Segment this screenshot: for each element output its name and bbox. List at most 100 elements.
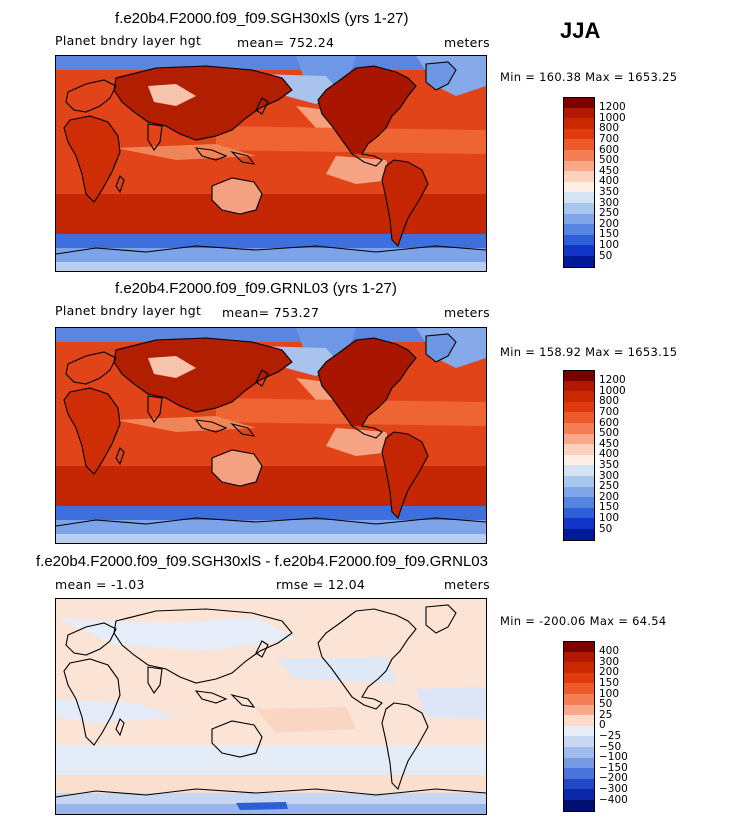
colorbar-swatch — [563, 423, 595, 434]
panel-3-map-svg — [56, 599, 486, 814]
colorbar-swatch — [563, 150, 595, 161]
colorbar-swatch — [563, 181, 595, 193]
panel-3-title: f.e20b4.F2000.f09_f09.SGH30xlS - f.e20b4… — [36, 553, 488, 570]
colorbar-swatch — [563, 497, 595, 508]
colorbar-label: 150 — [599, 676, 620, 689]
colorbar-swatch — [563, 245, 595, 256]
panel-1-title: f.e20b4.F2000.f09_f09.SGH30xlS (yrs 1-27… — [115, 10, 409, 27]
colorbar-swatch — [563, 160, 595, 172]
colorbar-swatch — [563, 213, 595, 225]
colorbar-swatch — [563, 391, 595, 402]
colorbar-label: 100 — [599, 511, 620, 524]
colorbar-label: 400 — [599, 448, 620, 461]
colorbar-swatch — [563, 486, 595, 498]
colorbar-label: 100 — [599, 687, 620, 700]
colorbar-swatch — [563, 454, 595, 466]
colorbar-swatch — [563, 380, 595, 392]
colorbar-swatch — [563, 518, 595, 529]
colorbar-swatch — [563, 476, 595, 487]
colorbar-swatch — [563, 256, 595, 268]
colorbar-swatch — [563, 683, 595, 694]
colorbar-swatch — [563, 401, 595, 413]
panel-3-map — [55, 598, 487, 815]
colorbar-swatch — [563, 736, 595, 747]
colorbar-label: 700 — [599, 132, 620, 145]
colorbar-label: −100 — [599, 751, 628, 764]
colorbar-label: 250 — [599, 480, 620, 493]
colorbar-label: 50 — [599, 522, 613, 535]
colorbar-swatch — [563, 370, 595, 382]
colorbar-swatch — [563, 757, 595, 769]
colorbar-label: 450 — [599, 164, 620, 177]
colorbar-swatch — [563, 800, 595, 812]
colorbar-swatch — [563, 651, 595, 663]
colorbar-label: 150 — [599, 228, 620, 241]
panel-1-map — [55, 55, 487, 272]
panel-3-minmax: Min = -200.06 Max = 64.54 — [500, 614, 667, 628]
colorbar-swatch — [563, 118, 595, 129]
panel-1-mean: mean= 752.24 — [237, 35, 335, 50]
colorbar-swatch — [563, 507, 595, 519]
colorbar-swatch — [563, 444, 595, 455]
colorbar-label: 100 — [599, 238, 620, 251]
colorbar-swatch — [563, 778, 595, 790]
colorbar-label: 600 — [599, 416, 620, 429]
colorbar-label: 400 — [599, 175, 620, 188]
colorbar-label: 800 — [599, 395, 620, 408]
colorbar-label: 600 — [599, 143, 620, 156]
colorbar-swatch — [563, 128, 595, 140]
colorbar-label: 0 — [599, 719, 606, 732]
colorbar-label: 50 — [599, 698, 613, 711]
panel-2-units: meters — [444, 305, 490, 320]
colorbar-label: 200 — [599, 666, 620, 679]
season-label: JJA — [560, 18, 601, 43]
colorbar-swatch — [563, 768, 595, 779]
colorbar-label: 350 — [599, 458, 620, 471]
colorbar-swatch — [563, 529, 595, 541]
colorbar-swatch — [563, 224, 595, 235]
colorbar-label: 1000 — [599, 384, 626, 397]
colorbar-label: 300 — [599, 196, 620, 209]
colorbar-swatch — [563, 412, 595, 423]
colorbar-swatch — [563, 672, 595, 684]
panel-3-rmse: rmse = 12.04 — [276, 577, 366, 592]
panel-3-mean: mean = -1.03 — [55, 577, 145, 592]
colorbar-swatch — [563, 139, 595, 150]
colorbar-label: −25 — [599, 729, 622, 742]
colorbar-label: 1200 — [599, 374, 626, 387]
colorbar-label: 500 — [599, 427, 620, 440]
panel-2-title: f.e20b4.F2000.f09_f09.GRNL03 (yrs 1-27) — [115, 280, 397, 297]
panel-1-units: meters — [444, 35, 490, 50]
colorbar-label: 1000 — [599, 111, 626, 124]
colorbar-label: 800 — [599, 122, 620, 135]
colorbar-label: 250 — [599, 207, 620, 220]
colorbar-swatch — [563, 747, 595, 758]
panel-1-minmax: Min = 160.38 Max = 1653.25 — [500, 70, 678, 84]
colorbar-label: −300 — [599, 782, 628, 795]
colorbar-swatch — [563, 694, 595, 705]
colorbar-swatch — [563, 465, 595, 476]
colorbar-label: 400 — [599, 645, 620, 658]
colorbar-swatch — [563, 97, 595, 109]
panel-3-units: meters — [444, 577, 490, 592]
panel-2-map-svg — [56, 328, 486, 543]
colorbar-label: 200 — [599, 217, 620, 230]
colorbar-label: 50 — [599, 249, 613, 262]
colorbar-label: 200 — [599, 490, 620, 503]
panel-2-map — [55, 327, 487, 544]
colorbar-swatch — [563, 789, 595, 800]
colorbar-label: 350 — [599, 185, 620, 198]
colorbar-swatch — [563, 725, 595, 737]
colorbar-label: 300 — [599, 469, 620, 482]
colorbar-label: 700 — [599, 405, 620, 418]
colorbar-label: 500 — [599, 154, 620, 167]
colorbar-swatch — [563, 433, 595, 445]
colorbar-label: −50 — [599, 740, 622, 753]
colorbar-swatch — [563, 715, 595, 726]
colorbar-label: 150 — [599, 501, 620, 514]
panel-1-map-svg — [56, 56, 486, 271]
colorbar-swatch — [563, 107, 595, 119]
colorbar-label: 300 — [599, 655, 620, 668]
colorbar-swatch — [563, 641, 595, 653]
colorbar-swatch — [563, 704, 595, 716]
